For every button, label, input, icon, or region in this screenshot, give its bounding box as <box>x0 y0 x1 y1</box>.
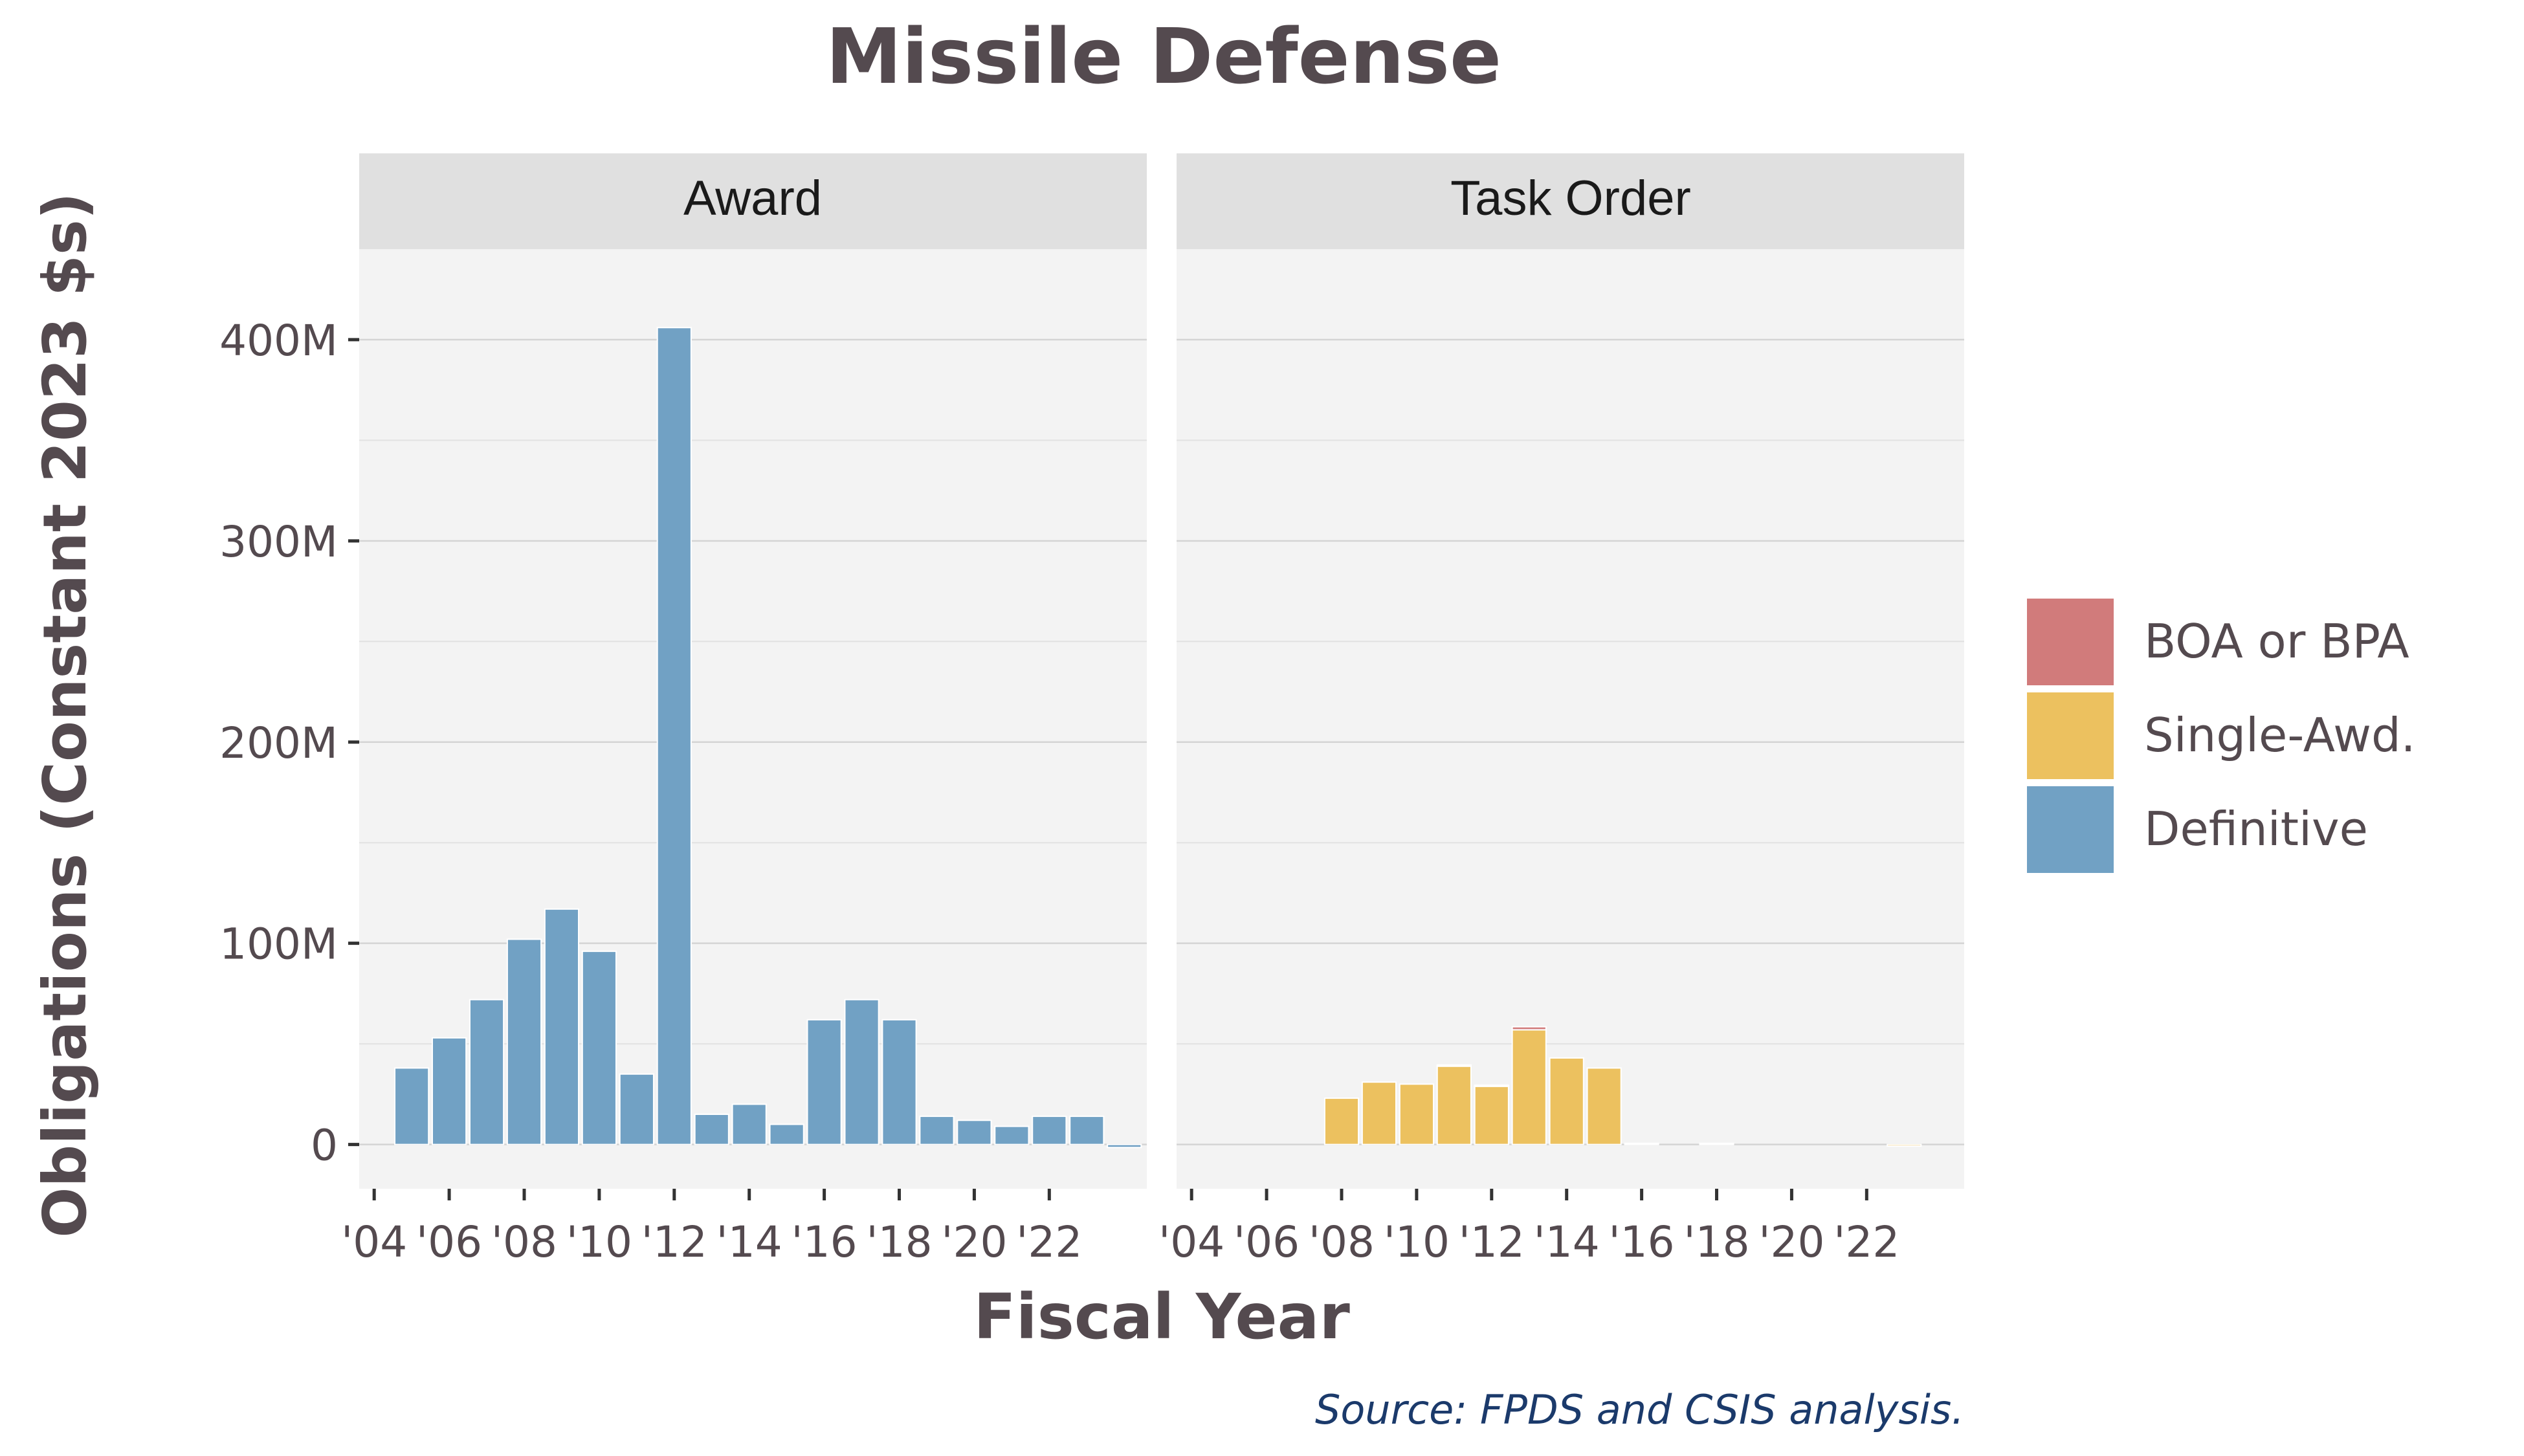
x-axis-task-order: '04'06'08'10'12'14'16'18'20'22 <box>1158 1189 1899 1267</box>
x-axis-award: '04'06'08'10'12'14'16'18'20'22 <box>341 1189 1082 1267</box>
bars-award <box>394 327 1142 1149</box>
x-tick-label: '08 <box>1309 1217 1375 1267</box>
x-axis-title: Fiscal Year <box>973 1281 1350 1353</box>
bar-task-order-single-awd-2012 <box>1474 1085 1509 1145</box>
y-axis-title: Obligations (Constant 2023 $s) <box>30 192 100 1238</box>
legend-label-boa-or-bpa: BOA or BPA <box>2144 614 2409 668</box>
chart-title: Missile Defense <box>826 12 1501 101</box>
bar-award-definitive-2018 <box>881 1019 917 1145</box>
x-tick-label: '20 <box>1758 1217 1824 1267</box>
y-tick-label: 100M <box>219 920 338 969</box>
x-tick-label: '18 <box>1683 1217 1749 1267</box>
bar-task-order-boa-or-bpa-2011 <box>1436 1064 1472 1067</box>
strip-task-order <box>1177 153 1964 249</box>
bar-task-order-boa-or-bpa-2012 <box>1474 1084 1509 1087</box>
legend-label-single-awd: Single-Awd. <box>2144 708 2416 762</box>
bar-award-definitive-2005 <box>394 1067 430 1145</box>
x-tick-label: '04 <box>1158 1217 1224 1267</box>
x-tick-label: '18 <box>866 1217 932 1267</box>
x-tick-label: '12 <box>641 1217 707 1267</box>
bar-task-order-boa-or-bpa-2013 <box>1511 1026 1547 1031</box>
plot-area-task-order <box>1177 249 1964 1189</box>
caption: Source: FPDS and CSIS analysis. <box>1315 1386 1964 1433</box>
y-axis: 0 100M 200M 300M 400M <box>219 316 359 1171</box>
bar-task-order-single-awd-2011 <box>1436 1065 1472 1145</box>
bar-task-order-single-awd-2016 <box>1624 1142 1659 1145</box>
legend-label-definitive: Definitive <box>2144 802 2368 856</box>
bar-award-definitive-2020 <box>957 1120 992 1145</box>
legend: BOA or BPA Single-Awd. Definitive <box>2024 596 2416 876</box>
x-tick-label: '08 <box>491 1217 557 1267</box>
bar-award-definitive-2010 <box>581 951 617 1145</box>
panel-award: Award <box>359 153 1147 1189</box>
bar-award-definitive-2023 <box>1069 1116 1105 1145</box>
strip-label-award: Award <box>683 171 822 226</box>
x-tick-label: '20 <box>941 1217 1007 1267</box>
x-tick-label: '22 <box>1833 1217 1899 1267</box>
x-tick-label: '14 <box>1534 1217 1600 1267</box>
x-tick-label: '10 <box>1384 1217 1450 1267</box>
x-tick-label: '04 <box>341 1217 407 1267</box>
y-tick-label: 400M <box>219 316 338 366</box>
bar-task-order-single-awd-2013 <box>1511 1029 1547 1145</box>
bar-task-order-single-awd-2008 <box>1323 1098 1360 1145</box>
bar-task-order-single-awd-2014 <box>1549 1057 1584 1145</box>
bar-award-definitive-2019 <box>919 1116 955 1145</box>
bar-task-order-single-awd-2015 <box>1586 1067 1622 1145</box>
bar-award-definitive-2014 <box>731 1103 767 1145</box>
bar-award-definitive-2013 <box>694 1113 729 1145</box>
bar-award-definitive-2007 <box>469 998 505 1145</box>
panel-task-order: Task Order <box>1177 153 1964 1189</box>
y-tick-label: 200M <box>219 718 338 768</box>
y-tick-label: 0 <box>311 1121 338 1171</box>
legend-swatch-single-awd <box>2024 690 2116 782</box>
bar-award-definitive-2009 <box>544 908 580 1145</box>
x-tick-label: '06 <box>416 1217 482 1267</box>
strip-award <box>359 153 1147 249</box>
bar-award-definitive-2017 <box>844 998 880 1145</box>
bar-task-order-single-awd-2010 <box>1399 1083 1434 1145</box>
bar-award-definitive-2024 <box>1107 1143 1142 1149</box>
x-tick-label: '12 <box>1459 1217 1525 1267</box>
legend-swatch-boa-or-bpa <box>2024 596 2116 688</box>
x-tick-label: '22 <box>1016 1217 1082 1267</box>
bar-award-definitive-2011 <box>619 1073 654 1145</box>
bar-award-definitive-2012 <box>656 327 692 1145</box>
bar-award-definitive-2015 <box>769 1123 804 1145</box>
bar-task-order-single-awd-2009 <box>1361 1081 1397 1145</box>
x-tick-label: '10 <box>566 1217 632 1267</box>
strip-label-task-order: Task Order <box>1450 171 1691 226</box>
bar-task-order-single-awd-2018 <box>1699 1142 1734 1145</box>
bar-award-definitive-2006 <box>432 1037 467 1145</box>
bar-award-definitive-2016 <box>806 1019 842 1145</box>
bar-award-definitive-2022 <box>1032 1116 1067 1145</box>
bars-task-order <box>1323 1026 1922 1147</box>
y-tick-label: 300M <box>219 517 338 567</box>
x-tick-label: '14 <box>716 1217 782 1267</box>
legend-swatch-definitive <box>2024 784 2116 876</box>
x-tick-label: '16 <box>792 1217 858 1267</box>
bar-award-definitive-2008 <box>506 938 542 1145</box>
x-tick-label: '16 <box>1609 1217 1675 1267</box>
bar-task-order-single-awd-2023 <box>1887 1143 1922 1147</box>
bar-award-definitive-2021 <box>994 1125 1030 1145</box>
x-tick-label: '06 <box>1234 1217 1300 1267</box>
